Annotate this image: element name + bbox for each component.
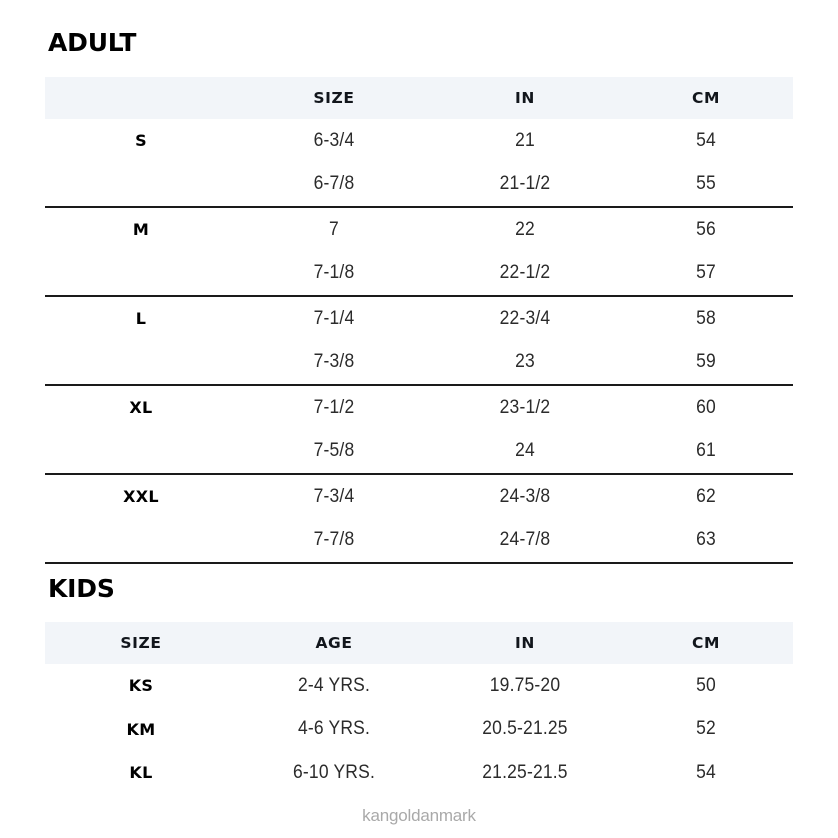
- adult-row-in: 22: [438, 207, 612, 252]
- kids-table-body: KS 2-4 YRS. 19.75-20 50 KM 4-6 YRS. 20.5…: [45, 664, 793, 795]
- adult-row-label: XXL: [45, 474, 237, 519]
- adult-row-size: 7-1/2: [244, 385, 424, 430]
- kids-row-age: 2-4 YRS.: [244, 664, 424, 708]
- table-row: KL 6-10 YRS. 21.25-21.5 54: [45, 751, 793, 795]
- table-row: XXL 7-3/4 24-3/8 62: [45, 474, 793, 519]
- adult-row-in: 24: [438, 429, 612, 475]
- adult-row-label: [45, 251, 237, 297]
- table-row: S 6-3/4 21 54: [45, 119, 793, 163]
- kids-header-in: IN: [431, 622, 619, 664]
- kids-header-row: SIZE AGE IN CM: [45, 622, 793, 664]
- adult-row-label: [45, 429, 237, 475]
- table-row: KM 4-6 YRS. 20.5-21.25 52: [45, 707, 793, 751]
- adult-row-size: 6-3/4: [244, 119, 424, 163]
- kids-size-table: SIZE AGE IN CM KS 2-4 YRS. 19.75-20 50 K…: [45, 622, 793, 795]
- adult-row-size: 7-1/8: [244, 251, 424, 297]
- kids-row-in: 19.75-20: [438, 664, 612, 708]
- table-row: L 7-1/4 22-3/4 58: [45, 296, 793, 341]
- adult-row-cm: 57: [625, 251, 787, 297]
- adult-row-in: 24-7/8: [438, 518, 612, 564]
- kids-row-in: 21.25-21.5: [438, 751, 612, 795]
- table-row: 7-3/8 23 59: [45, 340, 793, 386]
- adult-row-cm: 61: [625, 429, 787, 475]
- adult-row-size: 7-3/8: [244, 340, 424, 386]
- adult-row-size: 7-1/4: [244, 296, 424, 341]
- adult-header-in: IN: [431, 77, 619, 119]
- kids-section-title: KIDS: [48, 574, 115, 603]
- kids-row-age: 4-6 YRS.: [244, 707, 424, 751]
- adult-row-in: 22-1/2: [438, 251, 612, 297]
- adult-header-row: SIZE IN CM: [45, 77, 793, 119]
- adult-row-in: 23: [438, 340, 612, 386]
- table-row: 7-1/8 22-1/2 57: [45, 251, 793, 297]
- adult-section-title: ADULT: [48, 28, 137, 57]
- table-row: M 7 22 56: [45, 207, 793, 252]
- adult-row-size: 7-5/8: [244, 429, 424, 475]
- kids-header-size: SIZE: [45, 622, 237, 664]
- adult-row-in: 21: [438, 119, 612, 163]
- kids-row-label: KM: [45, 707, 237, 751]
- kids-row-cm: 50: [625, 664, 787, 708]
- kids-row-cm: 52: [625, 707, 787, 751]
- adult-row-in: 22-3/4: [438, 296, 612, 341]
- adult-row-in: 21-1/2: [438, 162, 612, 208]
- adult-row-cm: 63: [625, 518, 787, 564]
- adult-row-label: [45, 518, 237, 564]
- kids-row-cm: 54: [625, 751, 787, 795]
- kids-table-header: SIZE AGE IN CM: [45, 622, 793, 664]
- adult-row-label: M: [45, 207, 237, 252]
- adult-header-cm: CM: [619, 77, 793, 119]
- adult-row-label: [45, 162, 237, 208]
- adult-row-cm: 58: [625, 296, 787, 341]
- adult-row-in: 23-1/2: [438, 385, 612, 430]
- adult-row-cm: 56: [625, 207, 787, 252]
- watermark-text: kangoldanmark: [362, 806, 476, 825]
- table-row: 7-7/8 24-7/8 63: [45, 518, 793, 564]
- table-row: 6-7/8 21-1/2 55: [45, 162, 793, 208]
- adult-row-label: XL: [45, 385, 237, 430]
- adult-table-body: S 6-3/4 21 54 6-7/8 21-1/2 55 M 7 22 56 …: [45, 119, 793, 564]
- kids-row-label: KS: [45, 664, 237, 708]
- adult-row-cm: 59: [625, 340, 787, 386]
- adult-table-header: SIZE IN CM: [45, 77, 793, 119]
- adult-row-size: 7-7/8: [244, 518, 424, 564]
- adult-row-cm: 62: [625, 474, 787, 519]
- adult-row-size: 7: [244, 207, 424, 252]
- adult-header-blank: [45, 77, 237, 119]
- adult-row-cm: 54: [625, 119, 787, 163]
- kids-row-label: KL: [45, 751, 237, 795]
- adult-header-size: SIZE: [237, 77, 431, 119]
- adult-row-label: [45, 340, 237, 386]
- adult-size-table: SIZE IN CM S 6-3/4 21 54 6-7/8 21-1/2 55…: [45, 77, 793, 564]
- table-row: 7-5/8 24 61: [45, 429, 793, 475]
- adult-row-label: L: [45, 296, 237, 341]
- adult-row-size: 6-7/8: [244, 162, 424, 208]
- kids-row-age: 6-10 YRS.: [244, 751, 424, 795]
- table-row: XL 7-1/2 23-1/2 60: [45, 385, 793, 430]
- kids-header-age: AGE: [237, 622, 431, 664]
- adult-row-cm: 60: [625, 385, 787, 430]
- adult-row-cm: 55: [625, 162, 787, 208]
- adult-row-label: S: [45, 119, 237, 163]
- kids-row-in: 20.5-21.25: [438, 707, 612, 751]
- adult-row-size: 7-3/4: [244, 474, 424, 519]
- adult-row-in: 24-3/8: [438, 474, 612, 519]
- kids-header-cm: CM: [619, 622, 793, 664]
- table-row: KS 2-4 YRS. 19.75-20 50: [45, 664, 793, 708]
